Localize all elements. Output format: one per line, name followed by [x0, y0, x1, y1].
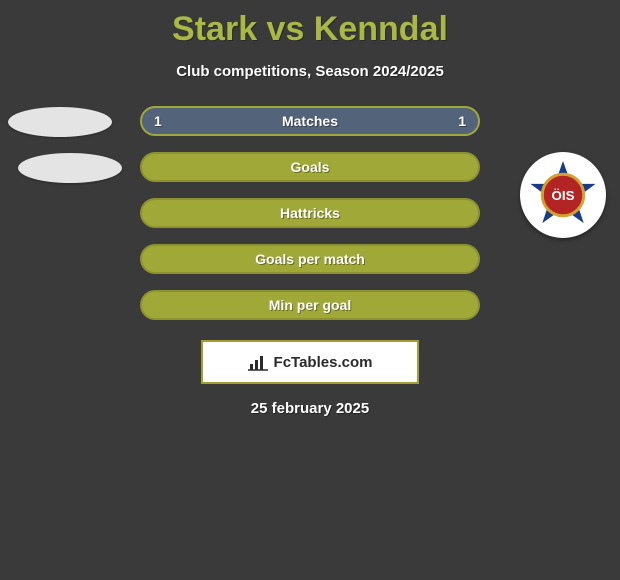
stat-left-value: 1: [154, 113, 162, 129]
stat-label: Matches: [282, 113, 338, 129]
stat-label: Goals per match: [255, 251, 365, 267]
stat-bar-goals: Goals: [140, 152, 480, 182]
page-title: Stark vs Kenndal: [0, 0, 620, 49]
page-subtitle: Club competitions, Season 2024/2025: [0, 63, 620, 80]
stat-label: Hattricks: [280, 205, 340, 221]
branding-label: FcTables.com: [274, 354, 373, 371]
stat-row-matches: 1 Matches 1: [0, 106, 620, 138]
stats-area: 1 Matches 1 Goals ÖIS Hattricks: [0, 106, 620, 322]
stat-row-goals: Goals ÖIS: [0, 152, 620, 184]
stat-bar-matches: 1 Matches 1: [140, 106, 480, 136]
stat-bar-mpg: Min per goal: [140, 290, 480, 320]
branding-box[interactable]: FcTables.com: [201, 340, 419, 384]
stat-right-value: 1: [458, 113, 466, 129]
stat-label: Min per goal: [269, 297, 351, 313]
stat-bar-hattricks: Hattricks: [140, 198, 480, 228]
stat-row-gpm: Goals per match: [0, 244, 620, 276]
footer-date: 25 february 2025: [0, 400, 620, 417]
player-left-badge-placeholder: [8, 107, 112, 137]
stat-bar-gpm: Goals per match: [140, 244, 480, 274]
bar-chart-icon: [248, 352, 268, 372]
stat-label: Goals: [291, 159, 330, 175]
player-left-badge-placeholder: [18, 153, 122, 183]
stat-row-mpg: Min per goal: [0, 290, 620, 322]
stat-row-hattricks: Hattricks: [0, 198, 620, 230]
